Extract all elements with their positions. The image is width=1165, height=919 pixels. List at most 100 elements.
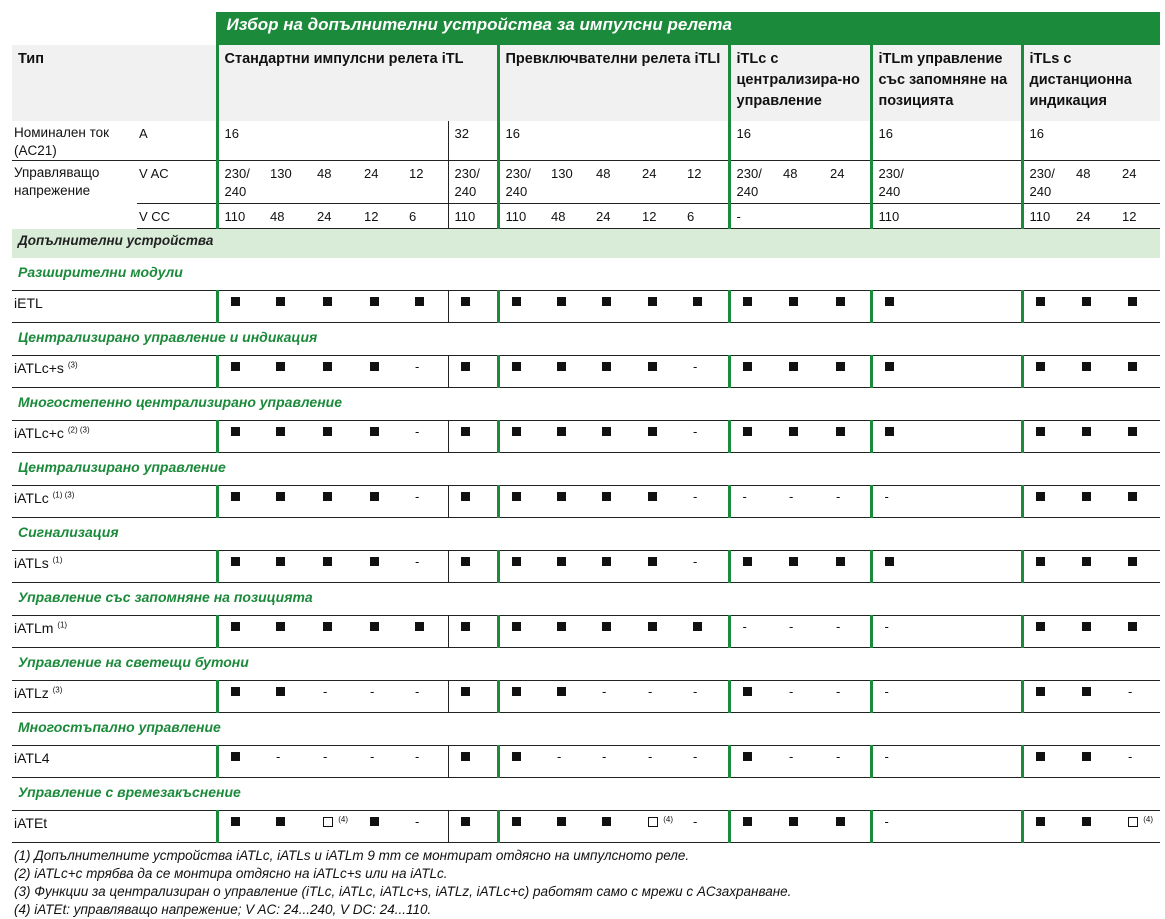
compat-cell: - (403, 485, 448, 518)
compatible-square-icon (1035, 362, 1045, 371)
compat-cell (1070, 485, 1116, 518)
compatible-square-icon (460, 557, 470, 566)
compat-cell (1020, 615, 1070, 648)
compat-cell: - (777, 745, 824, 778)
compatible-square-icon (693, 297, 702, 306)
compat-cell (215, 420, 264, 453)
compatible-square-icon (370, 297, 379, 306)
compat-cell (545, 550, 590, 583)
vac-cell: 230/ 240 (1020, 160, 1070, 204)
compat-cell (545, 355, 590, 388)
footnote: (2) iATLc+c трябва да се монтира отдясно… (14, 866, 448, 881)
compatible-square-icon (323, 297, 332, 306)
compatible-square-icon (370, 362, 379, 371)
compatible-square-icon (557, 492, 566, 501)
compatible-square-icon (602, 492, 611, 501)
accessory-name-text: iATLz (14, 685, 49, 701)
compat-cell: - (403, 355, 448, 388)
compatible-square-icon (323, 427, 332, 436)
footnote-ref: (3) (52, 685, 63, 695)
compatible-square-icon (1082, 817, 1091, 826)
category-label: Многостъпално управление (18, 719, 221, 735)
group-header: iTLc с централизира-но управление (727, 45, 871, 121)
compat-cell (447, 420, 498, 453)
compat-cell (264, 680, 311, 713)
compat-cell (545, 485, 590, 518)
compatible-square-icon (557, 427, 566, 436)
compatible-square-icon (511, 622, 521, 631)
compat-cell (264, 615, 311, 648)
accessory-row: iATL4- - - - - - - - - - - - (12, 745, 1161, 778)
value-cell (590, 121, 636, 161)
compat-cell (727, 355, 777, 388)
compat-cell (496, 485, 545, 518)
compat-cell (1116, 355, 1161, 388)
vac-cell: 230/ 240 (727, 160, 777, 204)
compatible-square-icon (884, 362, 894, 371)
accessory-name-text: iATLc+s (14, 360, 64, 376)
compat-cell: - (824, 680, 871, 713)
compat-cell (727, 550, 777, 583)
compat-cell: - (311, 745, 358, 778)
value-cell: 32 (447, 121, 498, 161)
compatible-square-icon (276, 622, 285, 631)
compat-cell (727, 680, 777, 713)
compat-cell (824, 420, 871, 453)
category-label: Управление на светещи бутони (18, 654, 249, 670)
conditional-square-icon (1128, 817, 1138, 827)
table-title: Избор на допълнителни устройства за импу… (215, 12, 1161, 45)
control-voltage-dc-row: V CC 110 48 24 12 6 110 110 48 24 12 6-110 110 24 12 (12, 203, 1161, 229)
footnote: (4) iATEt: управляващо напрежение; V AC:… (14, 902, 432, 917)
compat-cell: - (824, 485, 871, 518)
compat-cell (590, 420, 636, 453)
vac-cell: 230/ 240 (447, 160, 498, 204)
compat-cell: - (636, 745, 681, 778)
compat-cell (1116, 485, 1161, 518)
compat-cell (264, 355, 311, 388)
compatible-square-icon (836, 297, 845, 306)
accessory-row: iATLs (1) - - (12, 550, 1161, 583)
compatible-square-icon (370, 557, 379, 566)
category-row: Управление със запомняне на позицията (12, 583, 1160, 616)
compatible-square-icon (230, 557, 240, 566)
selection-table: Избор на допълнителни устройства за импу… (12, 12, 1161, 843)
group-header: Превключвателни релета iTLI (496, 45, 729, 121)
accessory-name: iATLc+s (3) (12, 355, 217, 388)
compat-cell (636, 485, 681, 518)
value-cell: 16 (496, 121, 545, 161)
compat-cell (403, 290, 448, 323)
compat-cell (311, 355, 358, 388)
compat-cell (869, 355, 1022, 388)
compatible-square-icon (415, 297, 424, 306)
vdc-cell: 24 (590, 203, 636, 229)
value-cell (636, 121, 681, 161)
compatible-square-icon (1128, 297, 1137, 306)
compatible-square-icon (511, 492, 521, 501)
compatible-square-icon (602, 427, 611, 436)
compatible-square-icon (1035, 752, 1045, 761)
compat-cell (824, 290, 871, 323)
value-cell (545, 121, 590, 161)
compatible-square-icon (648, 427, 657, 436)
vdc-cell: 110 (1020, 203, 1070, 229)
vdc-cell: 110 (215, 203, 264, 229)
compatible-square-icon (230, 492, 240, 501)
compatible-square-icon (557, 622, 566, 631)
category-row: Управление с времезакъснение (12, 778, 1160, 811)
footnote-ref: (1) (52, 555, 63, 565)
compat-cell (727, 745, 777, 778)
compatible-square-icon (602, 557, 611, 566)
compat-cell (447, 485, 498, 518)
compatible-square-icon (557, 687, 566, 696)
compat-cell (777, 550, 824, 583)
compat-cell (447, 810, 498, 843)
compatible-square-icon (1082, 752, 1091, 761)
compatible-square-icon (276, 492, 285, 501)
value-cell (311, 121, 358, 161)
compatible-square-icon (460, 427, 470, 436)
compatible-square-icon (836, 557, 845, 566)
compatible-square-icon (1128, 427, 1137, 436)
vdc-cell: - (727, 203, 777, 229)
compatible-square-icon (1128, 557, 1137, 566)
compatible-square-icon (460, 362, 470, 371)
